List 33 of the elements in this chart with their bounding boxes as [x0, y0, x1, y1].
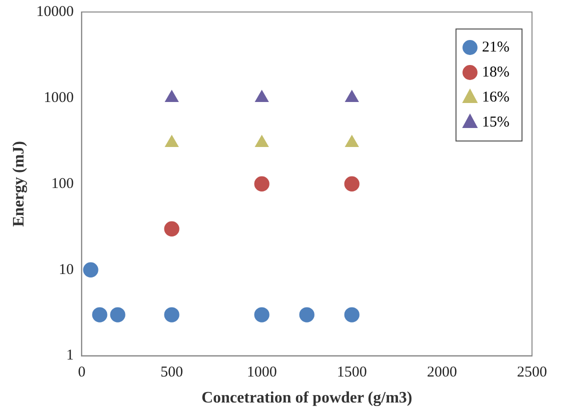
- x-tick-label: 2000: [426, 364, 457, 381]
- point: [254, 176, 270, 192]
- x-tick-label: 500: [160, 364, 184, 381]
- y-tick-label: 1: [66, 348, 74, 364]
- point: [254, 307, 270, 322]
- y-tick-label: 10: [58, 262, 74, 278]
- x-tick-label: 1000: [246, 364, 277, 381]
- point: [164, 221, 180, 236]
- y-tick-label: 1000: [44, 90, 74, 106]
- legend-label: 18%: [482, 64, 510, 80]
- point: [92, 307, 108, 322]
- legend-label: 16%: [482, 89, 510, 106]
- x-tick-label: 1500: [336, 364, 367, 381]
- point: [164, 307, 180, 322]
- y-tick-label: 10000: [36, 4, 74, 20]
- point: [344, 176, 360, 192]
- point: [345, 90, 359, 102]
- point: [299, 307, 314, 322]
- point: [83, 262, 98, 278]
- point: [165, 135, 178, 147]
- y-tick-label: 100: [51, 176, 74, 192]
- legend-label: 21%: [482, 39, 510, 56]
- y-axis-title: Energy (mJ): [10, 141, 28, 227]
- point: [165, 90, 178, 102]
- point: [344, 307, 360, 322]
- legend-label: 15%: [482, 114, 510, 130]
- x-axis-title: Concetration of powder (g/m3): [201, 390, 412, 407]
- point: [255, 135, 268, 147]
- point: [345, 135, 359, 147]
- x-tick-label: 2500: [517, 364, 547, 381]
- x-tick-label: 0: [78, 364, 86, 381]
- point: [255, 90, 268, 102]
- point: [110, 307, 126, 322]
